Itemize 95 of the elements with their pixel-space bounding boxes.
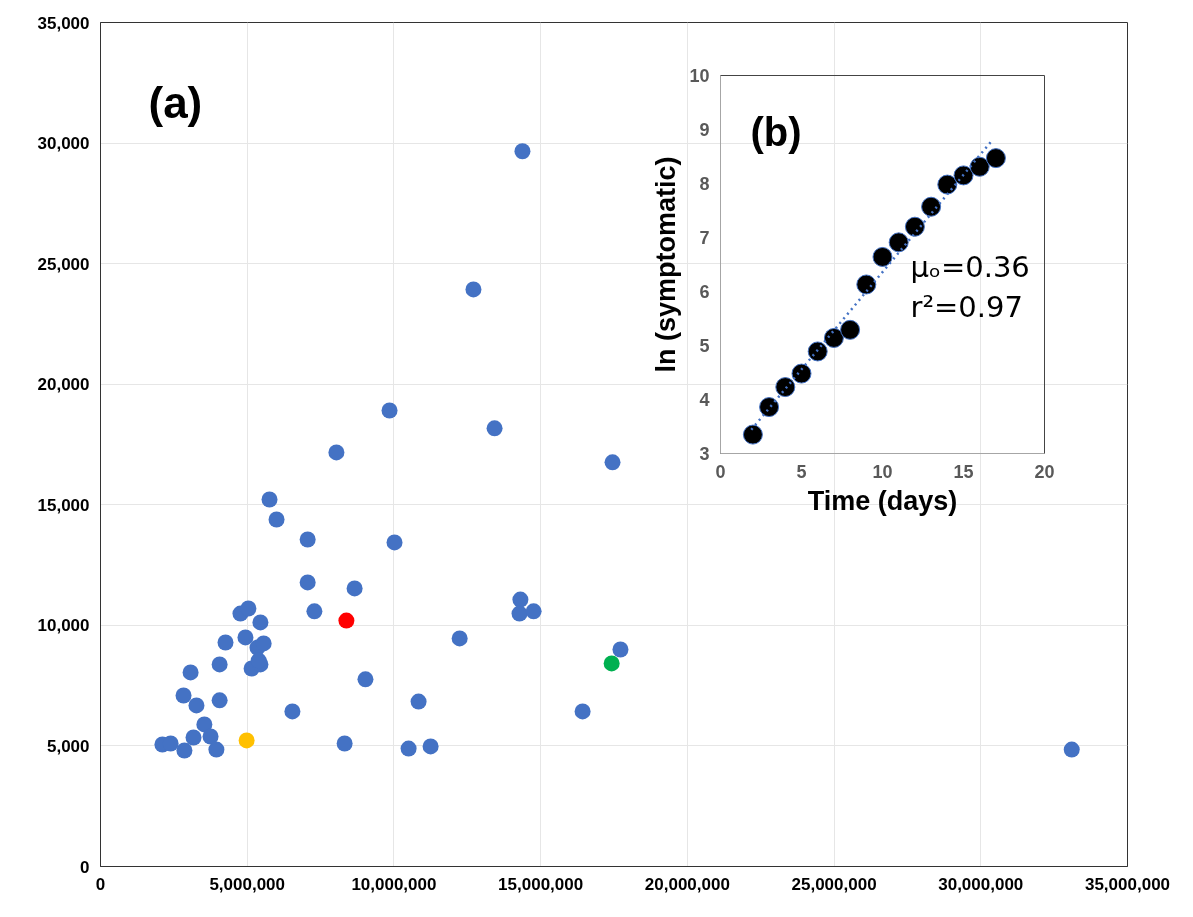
point [268, 511, 285, 528]
point [604, 454, 621, 471]
point [953, 165, 974, 186]
point [336, 735, 353, 752]
point [512, 591, 529, 608]
annotation: r²=0.97 [910, 289, 1023, 324]
y-tick-label: 6 [699, 282, 710, 302]
y-tick-label: 25,000 [37, 254, 90, 274]
x-tick-label: 0 [95, 874, 106, 894]
point [299, 531, 316, 548]
point [202, 728, 219, 745]
point [872, 246, 893, 267]
x-tick-label: 35,000,000 [1084, 874, 1171, 894]
point [338, 612, 355, 629]
point [603, 655, 620, 672]
point [511, 605, 528, 622]
y-tick-label: 5,000 [46, 736, 90, 756]
point [791, 363, 812, 384]
annotation: μₒ=0.36 [910, 249, 1030, 284]
x-axis-title: Time (days) [807, 485, 958, 516]
x-tick-label: 0 [715, 461, 726, 482]
point [357, 671, 374, 688]
point [211, 656, 228, 673]
point [284, 703, 301, 720]
x-tick-label: 25,000,000 [791, 874, 877, 894]
point [807, 341, 828, 362]
point [237, 629, 254, 646]
x-tick-label: 5,000,000 [209, 874, 286, 894]
point [299, 574, 316, 591]
point [410, 693, 427, 710]
y-tick-label: 0 [80, 857, 90, 877]
point [217, 634, 234, 651]
y-tick-label: 30,000 [37, 134, 90, 154]
point [176, 742, 193, 759]
point [514, 143, 531, 160]
x-tick-label: 15 [953, 461, 974, 482]
point [252, 614, 269, 631]
point [451, 630, 468, 647]
y-tick-label: 35,000 [37, 13, 90, 33]
point [175, 687, 192, 704]
point [208, 741, 225, 758]
point [465, 281, 482, 298]
point [525, 603, 542, 620]
point [1063, 741, 1080, 758]
x-tick-label: 20,000,000 [644, 874, 730, 894]
point [759, 397, 780, 418]
point [840, 319, 861, 340]
x-tick-label: 30,000,000 [938, 874, 1024, 894]
point [904, 216, 925, 237]
point [255, 635, 272, 652]
y-tick-label: 20,000 [37, 375, 90, 395]
annotation: (a) [148, 77, 203, 127]
point [985, 148, 1006, 169]
point [240, 600, 257, 617]
y-axis-title: ln (symptomatic) [651, 156, 682, 373]
point [400, 740, 417, 757]
point [422, 738, 439, 755]
x-tick-label: 20 [1034, 461, 1055, 482]
x-tick-label: 10,000,000 [351, 874, 437, 894]
point [211, 692, 228, 709]
point [888, 232, 909, 253]
annotation: (b) [750, 109, 802, 154]
point [182, 664, 199, 681]
y-tick-label: 5 [699, 336, 710, 356]
point [574, 703, 591, 720]
point [856, 274, 877, 295]
x-tick-label: 5 [796, 461, 807, 482]
y-tick-label: 3 [699, 444, 710, 464]
x-tick-label: 10 [872, 461, 893, 482]
y-tick-label: 9 [699, 120, 710, 140]
point [921, 196, 942, 217]
point [742, 424, 763, 445]
x-tick-label: 15,000,000 [498, 874, 584, 894]
y-tick-label: 8 [699, 174, 710, 194]
point [196, 716, 213, 733]
y-tick-label: 10 [689, 66, 710, 86]
point [188, 697, 205, 714]
point [185, 729, 202, 746]
y-tick-label: 7 [699, 228, 710, 248]
point [261, 491, 278, 508]
point [328, 444, 345, 461]
point [238, 732, 255, 749]
y-tick-label: 4 [699, 390, 710, 410]
point [937, 174, 958, 195]
point [386, 534, 403, 551]
point [381, 402, 398, 419]
point [612, 641, 629, 658]
y-tick-label: 15,000 [37, 495, 90, 515]
point [486, 420, 503, 437]
point [346, 580, 363, 597]
point [823, 327, 844, 348]
point [306, 603, 323, 620]
point [969, 156, 990, 177]
point [775, 377, 796, 398]
y-tick-label: 10,000 [37, 616, 90, 636]
